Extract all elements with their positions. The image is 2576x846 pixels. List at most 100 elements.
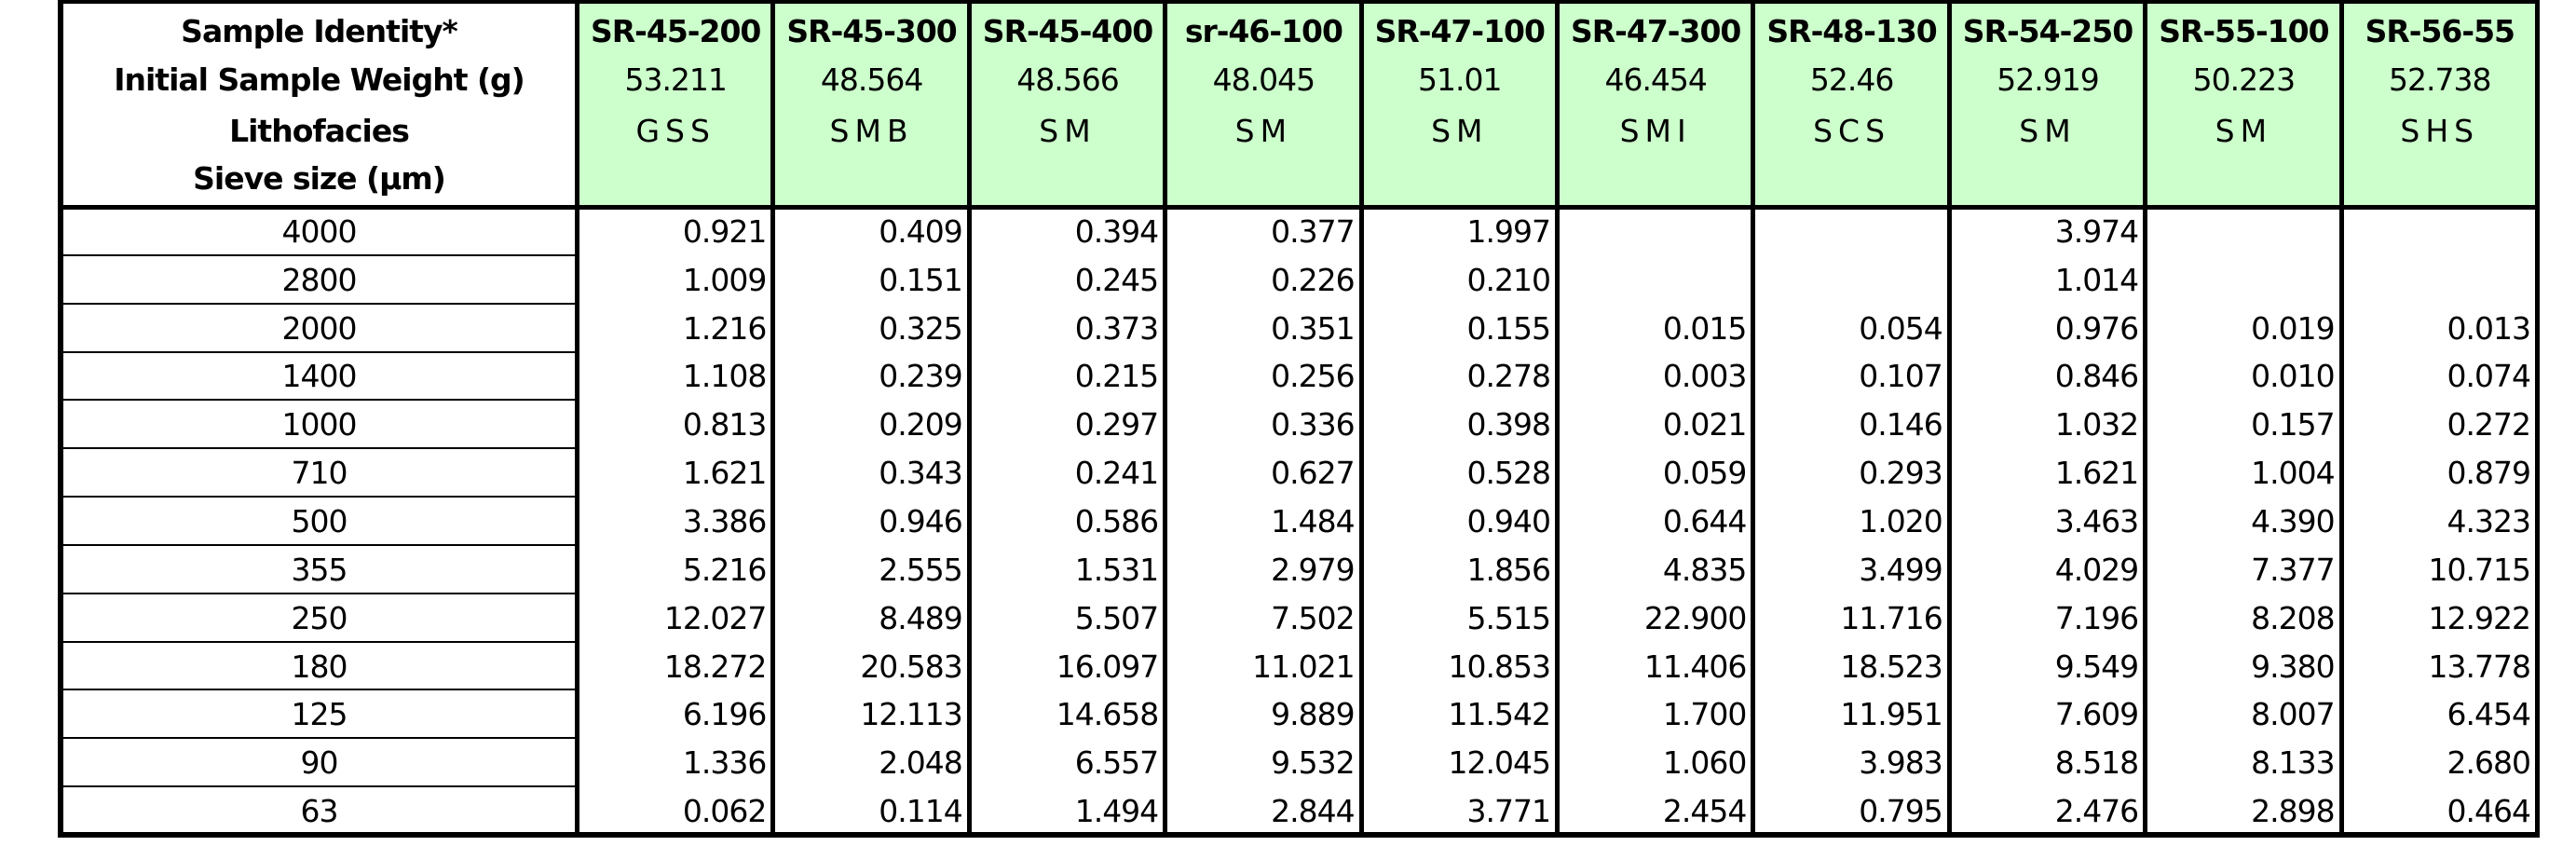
sample-weight: 51.01 <box>1418 61 1502 98</box>
cell-value: 18.523 <box>1840 648 1942 685</box>
lithofacies: SM <box>2215 113 2273 149</box>
cell-value: 0.215 <box>1074 358 1159 395</box>
header-fill <box>1753 0 1950 207</box>
cell-value: 0.003 <box>1662 358 1747 395</box>
cell-value: 11.021 <box>1252 648 1355 685</box>
cell-value: 3.499 <box>1859 551 1942 588</box>
cell-value: 0.155 <box>1466 309 1551 347</box>
row-label: Sample Identity* <box>181 13 458 49</box>
cell-value: 1.621 <box>682 455 767 492</box>
cell-value: 3.386 <box>682 503 767 539</box>
cell-value: 7.609 <box>2054 696 2139 733</box>
cell-value: 0.074 <box>2447 358 2531 395</box>
cell-value: 0.373 <box>1074 309 1159 347</box>
cell-value: 0.062 <box>682 793 767 830</box>
sample-id: SR-45-300 <box>786 13 957 49</box>
cell-value: 0.343 <box>879 455 962 492</box>
border <box>61 832 2538 838</box>
sample-id: SR-45-400 <box>982 13 1153 49</box>
cell-value: 1.997 <box>1466 212 1551 250</box>
cell-value: 0.151 <box>879 261 962 298</box>
cell-value: 11.542 <box>1448 696 1551 733</box>
cell-value: 0.351 <box>1271 309 1355 347</box>
cell-value: 8.007 <box>2251 696 2335 733</box>
cell-value: 12.113 <box>860 696 962 733</box>
cell-value: 0.241 <box>1074 455 1159 492</box>
sieve-size: 250 <box>291 599 348 636</box>
row-line <box>61 737 578 740</box>
cell-value: 7.196 <box>2054 599 2139 636</box>
cell-value: 0.114 <box>879 793 962 830</box>
cell-value: 1.004 <box>2251 455 2335 492</box>
sieve-size: 4000 <box>281 212 358 250</box>
column-line <box>770 0 776 838</box>
cell-value: 22.900 <box>1643 599 1747 636</box>
cell-value: 9.380 <box>2251 648 2335 685</box>
cell-value: 0.813 <box>682 406 767 443</box>
cell-value: 20.583 <box>860 648 962 685</box>
lithofacies: GSS <box>635 113 716 149</box>
sample-weight: 52.46 <box>1809 61 1894 98</box>
sieve-size: 2000 <box>281 309 358 347</box>
column-line <box>1358 0 1364 838</box>
cell-value: 1.009 <box>682 261 767 298</box>
column-line <box>1163 0 1168 838</box>
cell-value: 18.272 <box>663 648 767 685</box>
cell-value: 0.293 <box>1859 455 1942 492</box>
sieve-size: 710 <box>291 455 348 492</box>
cell-value: 6.196 <box>682 696 767 733</box>
lithofacies: SM <box>2019 113 2077 149</box>
sieve-size: 2800 <box>281 261 358 298</box>
cell-value: 0.146 <box>1859 406 1942 443</box>
cell-value: 0.157 <box>2251 406 2335 443</box>
row-line <box>61 302 578 305</box>
cell-value: 8.489 <box>879 599 962 636</box>
sieve-size: 180 <box>291 648 348 685</box>
cell-value: 0.054 <box>1859 309 1942 347</box>
cell-value: 0.528 <box>1466 455 1551 492</box>
cell-value: 0.325 <box>879 309 962 347</box>
cell-value: 4.835 <box>1662 551 1747 588</box>
column-line <box>2143 0 2148 838</box>
cell-value: 0.021 <box>1662 406 1747 443</box>
lithofacies: SHS <box>2400 113 2480 149</box>
header-fill <box>1165 0 1362 207</box>
row-line <box>61 785 578 788</box>
header-fill <box>1949 0 2147 207</box>
row-line <box>61 592 578 594</box>
cell-value: 2.979 <box>1271 551 1355 588</box>
cell-value: 0.879 <box>2447 455 2531 492</box>
cell-value: 0.398 <box>1466 406 1551 443</box>
sample-weight: 53.211 <box>624 61 727 98</box>
lithofacies: SMI <box>1619 113 1692 149</box>
sample-id: SR-45-200 <box>591 13 761 49</box>
cell-value: 2.476 <box>2054 793 2139 830</box>
column-line <box>1751 0 1756 838</box>
cell-value: 0.627 <box>1271 455 1355 492</box>
cell-value: 0.297 <box>1074 406 1159 443</box>
cell-value: 2.454 <box>1662 793 1747 830</box>
cell-value: 1.494 <box>1074 793 1159 830</box>
cell-value: 0.464 <box>2447 793 2531 830</box>
cell-value: 12.027 <box>663 599 767 636</box>
cell-value: 12.922 <box>2428 599 2531 636</box>
cell-value: 13.778 <box>2428 648 2531 685</box>
cell-value: 1.216 <box>682 309 767 347</box>
sample-id: sr-46-100 <box>1184 13 1343 49</box>
cell-value: 9.549 <box>2054 648 2139 685</box>
cell-value: 0.846 <box>2054 358 2139 395</box>
cell-value: 9.889 <box>1271 696 1355 733</box>
row-line <box>61 350 578 353</box>
cell-value: 0.226 <box>1271 261 1355 298</box>
header-fill <box>2341 0 2538 207</box>
cell-value: 0.059 <box>1662 455 1747 492</box>
cell-value: 16.097 <box>1056 648 1159 685</box>
cell-value: 1.700 <box>1662 696 1747 733</box>
sieve-size: 355 <box>291 551 348 588</box>
border <box>61 205 2538 210</box>
cell-value: 1.336 <box>682 744 767 782</box>
row-line <box>61 640 578 643</box>
cell-value: 0.940 <box>1466 503 1551 539</box>
cell-value: 1.531 <box>1074 551 1159 588</box>
lithofacies: SCS <box>1813 113 1891 149</box>
